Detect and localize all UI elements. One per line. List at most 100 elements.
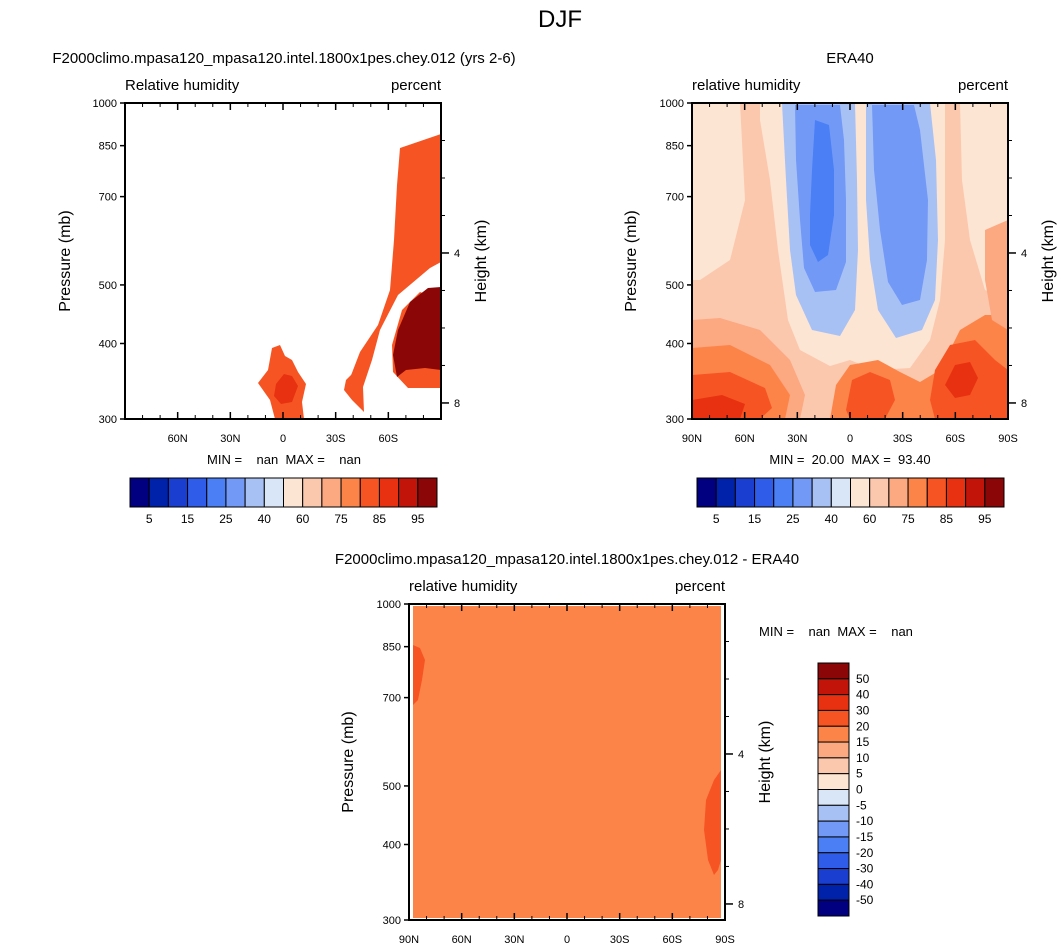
panel-diff-ylabel: Pressure (mb): [340, 711, 357, 812]
panel-diff-title: F2000climo.mpasa120_mpasa120.intel.1800x…: [335, 551, 799, 568]
y-tick-label: 300: [666, 414, 684, 426]
panel-obs-y2label: Height (km): [1040, 220, 1057, 303]
colorbar-swatch: [817, 662, 850, 680]
x-tick-label: 60S: [946, 433, 966, 445]
y2-tick-label: 4: [738, 749, 744, 761]
y-tick-label: 1000: [377, 599, 401, 611]
colorbar-label: 95: [411, 512, 425, 526]
x-tick-label: 0: [564, 934, 570, 946]
obs-sh-lower-max: [945, 362, 978, 398]
colorbar-swatch: [817, 709, 850, 727]
panel-obs-right-label: percent: [958, 77, 1009, 94]
colorbar-label: 5: [713, 512, 720, 526]
panel-model-left-label: Relative humidity: [125, 77, 240, 94]
colorbar-label: 75: [901, 512, 915, 526]
x-tick-label: 30N: [504, 934, 524, 946]
colorbar-label: 75: [334, 512, 348, 526]
colorbar-label: 25: [219, 512, 233, 526]
panel-model-title: F2000climo.mpasa120_mpasa120.intel.1800x…: [52, 50, 515, 67]
y-tick-label: 1000: [93, 98, 117, 110]
y-tick-label: 500: [666, 280, 684, 292]
model-region-sh-sfc: [344, 362, 364, 412]
colorbar-swatch: [187, 477, 208, 508]
colorbar-label: -10: [856, 814, 874, 828]
colorbar-swatch: [398, 477, 419, 508]
colorbar-swatch: [244, 477, 265, 508]
colorbar-label: 50: [856, 672, 870, 686]
panel-model-field: [125, 103, 441, 419]
colorbar-swatch: [792, 477, 813, 508]
colorbar-label: 10: [856, 751, 870, 765]
colorbar-label: -20: [856, 846, 874, 860]
obs-lower-nh-4: [692, 395, 745, 419]
colorbar-swatch: [754, 477, 775, 508]
obs-sh-dry-core: [872, 105, 928, 305]
y-tick-label: 500: [383, 781, 401, 793]
panel-model-colorbar: 5 15 25 40 60 75 85 95: [129, 477, 438, 526]
x-tick-label: 60N: [168, 433, 188, 445]
colorbar-swatch: [817, 899, 850, 917]
colorbar-swatch: [321, 477, 342, 508]
y-tick-label: 850: [666, 141, 684, 153]
y2-tick-label: 8: [1021, 398, 1027, 410]
panel-diff: F2000climo.mpasa120_mpasa120.intel.1800x…: [335, 551, 913, 946]
colorbar-swatch: [206, 477, 227, 508]
colorbar-swatch: [167, 477, 189, 508]
colorbar-label: 60: [863, 512, 877, 526]
colorbar-swatch: [811, 477, 832, 508]
model-region-sh-upper: [350, 134, 441, 390]
panel-obs-left-label: relative humidity: [692, 77, 801, 94]
colorbar-label: 40: [825, 512, 839, 526]
colorbar-swatch: [817, 757, 850, 775]
x-tick-label: 0: [847, 433, 853, 445]
colorbar-swatch: [907, 477, 928, 508]
colorbar-swatch: [225, 477, 246, 508]
panel-diff-stats: MIN = nan MAX = nan: [759, 624, 913, 639]
panel-obs-field: [692, 103, 1008, 419]
panel-diff-ticks: 90N 60N 30N 0 30S 60S 90S 300 400 500 700 850 1000 8 4: [377, 599, 745, 946]
colorbar-label: -15: [856, 830, 874, 844]
colorbar-swatch: [378, 477, 400, 508]
y2-tick-label: 8: [738, 899, 744, 911]
colorbar-swatch: [148, 477, 169, 508]
obs-tropics-sfc-2: [846, 372, 895, 419]
colorbar-swatch: [817, 820, 850, 838]
y2-tick-label: 4: [1021, 248, 1027, 260]
colorbar-label: 25: [786, 512, 800, 526]
colorbar-swatch: [926, 477, 947, 508]
colorbar-swatch: [283, 477, 304, 508]
panel-diff-right-label: percent: [675, 578, 726, 595]
colorbar-swatch: [263, 477, 284, 508]
colorbar-label: -5: [856, 798, 867, 812]
y-tick-label: 700: [383, 693, 401, 705]
figure-title: DJF: [538, 6, 582, 33]
colorbar-swatch: [869, 477, 890, 508]
colorbar-label: -50: [856, 893, 874, 907]
y-tick-label: 500: [99, 280, 117, 292]
colorbar-label: 0: [856, 783, 863, 797]
colorbar-swatch: [984, 477, 1005, 508]
y-tick-label: 400: [383, 839, 401, 851]
obs-nh-min: [810, 120, 834, 262]
y2-tick-label: 8: [454, 398, 460, 410]
y-tick-label: 400: [99, 338, 117, 350]
panel-model: F2000climo.mpasa120_mpasa120.intel.1800x…: [52, 50, 515, 526]
colorbar-swatch: [850, 477, 871, 508]
obs-polar-sh: [985, 220, 1008, 330]
colorbar-swatch: [817, 868, 850, 885]
colorbar-swatch: [773, 477, 794, 508]
x-tick-label: 60N: [452, 934, 472, 946]
colorbar-label: 95: [978, 512, 992, 526]
colorbar-swatch: [817, 773, 850, 790]
x-tick-label: 90N: [682, 433, 702, 445]
panel-model-y2label: Height (km): [473, 220, 490, 303]
x-tick-label: 60S: [663, 934, 683, 946]
model-region-sh-max: [393, 287, 441, 377]
diff-region-nh-upper: [413, 645, 425, 705]
y-tick-label: 850: [383, 642, 401, 654]
panel-diff-field: [409, 604, 725, 920]
diff-field-fill: [413, 606, 721, 918]
x-tick-label: 30S: [610, 934, 630, 946]
